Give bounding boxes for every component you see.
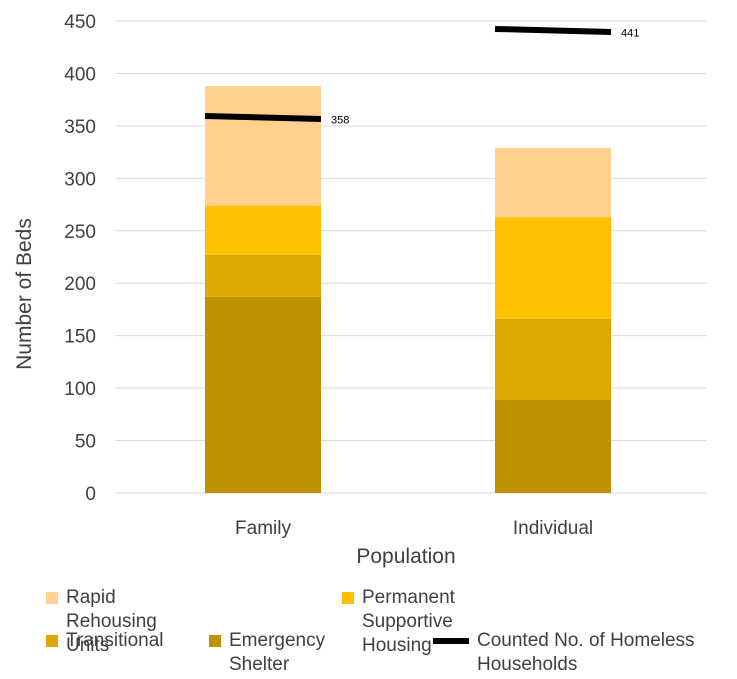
y-tick-label: 400 (64, 64, 96, 85)
legend-item-permanent-supportive: Permanent Supportive Housing (342, 586, 455, 658)
legend-swatch-rapid-rehousing (46, 592, 58, 604)
x-tick-label: Family (235, 518, 291, 539)
legend-item-counted-homeless: Counted No. of Homeless Households (433, 629, 733, 677)
legend-label: Transitional (66, 630, 164, 651)
y-tick-label: 250 (64, 222, 96, 243)
bar-segment (495, 217, 611, 319)
legend-label: Rapid Rehousing Units (66, 587, 157, 656)
y-tick-label: 300 (64, 169, 96, 190)
y-tick-label: 50 (75, 432, 96, 453)
homeless-count-label: 358 (331, 114, 349, 126)
bar-segment (205, 205, 321, 255)
bar-segment (205, 86, 321, 206)
bar-segment (495, 399, 611, 493)
legend-swatch-counted-homeless (433, 638, 469, 644)
legend-item-emergency-shelter: Emergency Shelter (209, 629, 325, 677)
chart-plot: 0 50 100 150 200 250 300 350 400 450 358 441 Famil… (13, 12, 707, 568)
legend-swatch-permanent-supportive (342, 592, 354, 604)
legend-item-transitional: Transitional (46, 629, 164, 653)
bar-segment (205, 254, 321, 297)
x-axis-title: Population (356, 545, 455, 568)
x-tick-labels: Family Individual (235, 518, 593, 539)
gridlines (116, 20, 707, 494)
legend-swatch-emergency-shelter (209, 635, 221, 647)
homeless-count-label: 441 (621, 27, 639, 39)
legend-label: Permanent Supportive Housing (362, 587, 455, 656)
y-tick-label: 100 (64, 379, 96, 400)
homeless-count-markers: 358 441 (204, 25, 639, 126)
bar-segment (205, 296, 321, 493)
legend-label: Emergency Shelter (229, 630, 326, 675)
y-axis-title: Number of Beds (13, 218, 36, 370)
bar-segment (495, 318, 611, 400)
bar-stacks (205, 86, 611, 493)
y-tick-label: 0 (85, 484, 96, 505)
homeless-count-marker (494, 25, 612, 35)
y-tick-label: 350 (64, 117, 96, 138)
x-tick-label: Individual (513, 518, 593, 539)
y-tick-label: 200 (64, 274, 96, 295)
y-tick-label: 450 (64, 12, 96, 33)
y-tick-labels: 0 50 100 150 200 250 300 350 400 450 (64, 12, 96, 505)
legend-swatch-transitional (46, 635, 58, 647)
legend-item-rapid-rehousing: Rapid Rehousing Units (46, 586, 157, 658)
legend-label: Counted No. of Homeless Households (477, 630, 695, 675)
y-tick-label: 150 (64, 327, 96, 348)
homeless-count-marker (204, 112, 322, 122)
bar-segment (495, 147, 611, 218)
